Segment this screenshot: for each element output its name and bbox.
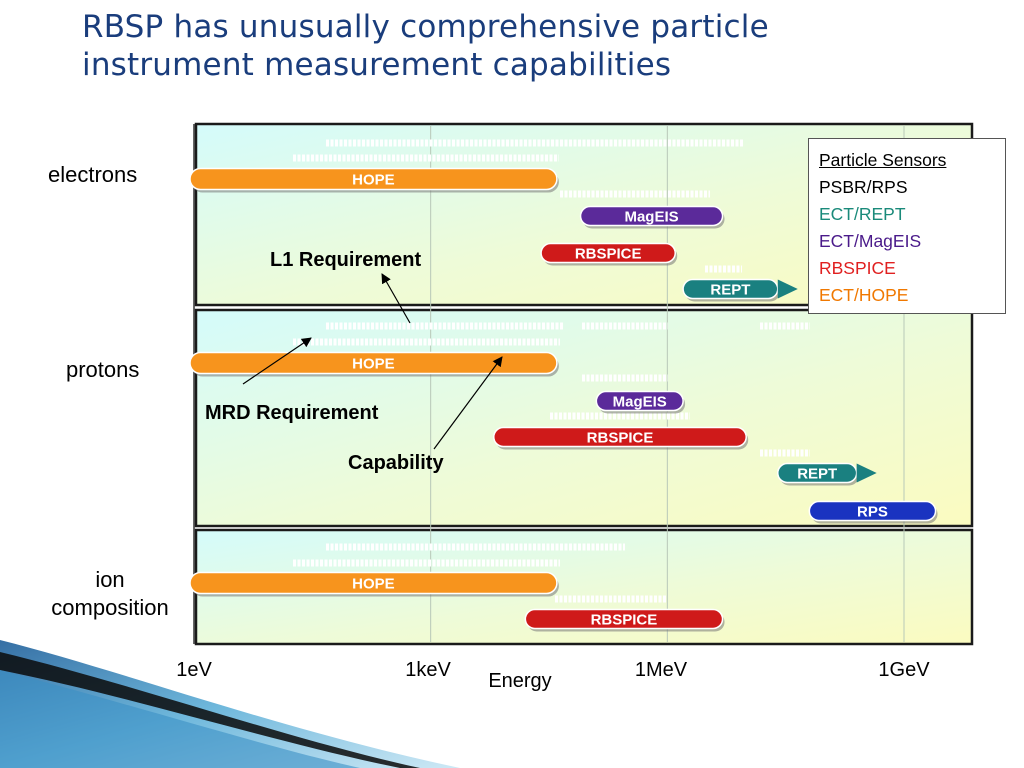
bar-label-electrons-mageis: MagEIS <box>624 209 678 226</box>
bar-electrons-hope-body <box>189 167 558 191</box>
legend-item-rbspice: RBSPICE <box>819 258 896 278</box>
bar-protons-rept-body <box>777 462 858 484</box>
row-label-protons: protons <box>66 357 140 382</box>
bar-ion-composition-hope-body <box>189 571 558 595</box>
row-label-ion-composition: ion composition <box>30 566 190 622</box>
legend-item-ect-hope: ECT/HOPE <box>819 285 909 305</box>
row-label-composition: composition <box>51 595 169 620</box>
bar-electrons-mageis: MagEIS <box>579 205 725 229</box>
row-label-ion: ion <box>95 567 125 592</box>
bar-arrowhead-protons-rept <box>856 463 877 483</box>
bar-protons-hope: HOPE <box>189 351 559 377</box>
legend-item-ect-rept: ECT/REPT <box>819 204 906 224</box>
bar-label-protons-rps: RPS <box>857 504 888 521</box>
bar-protons-rps-body <box>808 500 937 522</box>
bar-protons-rbspice-body <box>493 426 747 448</box>
annotation-mrd-requirement: MRD Requirement <box>205 402 379 424</box>
bar-label-electrons-hope: HOPE <box>352 172 395 189</box>
bar-protons-rbspice: RBSPICE <box>493 426 749 450</box>
bar-arrowhead-electrons-rept <box>777 279 798 299</box>
bar-ion-composition-hope: HOPE <box>189 571 559 597</box>
legend-item-psbr-rps: PSBR/RPS <box>819 177 908 197</box>
bar-label-protons-rbspice: RBSPICE <box>587 430 654 447</box>
bar-electrons-rbspice: RBSPICE <box>540 242 678 266</box>
bar-protons-mageis: MagEIS <box>595 390 686 414</box>
bar-label-electrons-rbspice: RBSPICE <box>575 246 642 263</box>
bar-protons-rept: REPT <box>777 462 877 486</box>
mrd-requirement-arrow <box>242 337 312 385</box>
bar-ion-composition-rbspice: RBSPICE <box>524 608 725 632</box>
x-tick-label-1mev: 1MeV <box>635 659 688 681</box>
bar-ion-composition-rbspice-body <box>524 608 724 630</box>
bar-label-protons-mageis: MagEIS <box>613 394 667 411</box>
page-title: RBSP has unusually comprehensive particl… <box>82 8 982 84</box>
l1-requirement-arrow <box>381 273 411 324</box>
row-label-electrons: electrons <box>48 162 138 187</box>
bar-protons-mageis-body <box>595 390 684 412</box>
bar-protons-rps: RPS <box>808 500 938 524</box>
x-tick-label-1gev: 1GeV <box>878 659 930 681</box>
capability-arrow <box>433 356 503 450</box>
bar-electrons-mageis-body <box>579 205 724 227</box>
bar-label-ion-composition-hope: HOPE <box>352 576 395 593</box>
bar-electrons-rept: REPT <box>682 278 798 302</box>
legend-item-ect-mageis: ECT/MagEIS <box>819 231 922 251</box>
bar-electrons-rbspice-body <box>540 242 676 264</box>
legend-header: Particle Sensors <box>819 150 947 170</box>
bar-label-protons-hope: HOPE <box>352 356 395 373</box>
bar-label-protons-rept: REPT <box>797 466 837 483</box>
x-axis-label: Energy <box>488 670 551 692</box>
title-line-1: RBSP has unusually comprehensive particl… <box>82 9 769 45</box>
annotation-l1-requirement: L1 Requirement <box>270 249 421 271</box>
title-line-2: instrument measurement capabilities <box>82 47 672 83</box>
bar-label-ion-composition-rbspice: RBSPICE <box>591 612 658 629</box>
annotation-capability: Capability <box>348 452 444 474</box>
legend: Particle Sensors PSBR/RPS ECT/REPT ECT/M… <box>808 138 1006 314</box>
corner-decoration <box>0 640 460 768</box>
bar-electrons-hope: HOPE <box>189 167 559 193</box>
x-tick-label-1kev: 1keV <box>405 659 451 681</box>
x-tick-label-1ev: 1eV <box>176 659 212 681</box>
bar-label-electrons-rept: REPT <box>710 282 750 299</box>
